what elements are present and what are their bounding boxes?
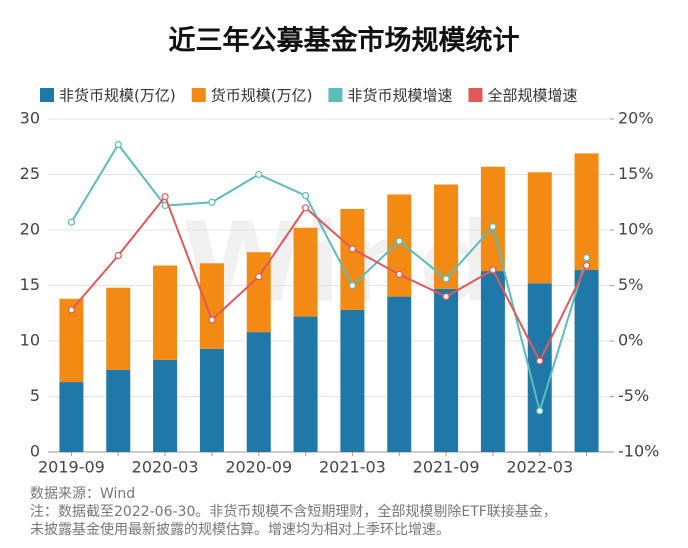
bar [574,269,599,452]
y-tick-label: 15 [20,275,40,294]
point [301,204,310,212]
y-tick-label: 25 [20,164,40,183]
y-tick-label: 0 [30,442,40,461]
point [208,198,216,206]
point [489,223,497,231]
point [67,218,76,226]
point [536,407,544,415]
y2-tick-label: 5% [618,275,643,294]
legend-label: 货币规模(万亿) [211,87,313,105]
bar [199,348,224,452]
bar [527,172,552,284]
y-tick-label: 10 [20,331,40,350]
y2-tick-label: 10% [618,220,654,239]
point [395,237,403,245]
y2-tick-label: 0% [618,331,643,350]
legend-label: 非货币规模增速 [347,87,452,105]
x-tick-label: 2020-09 [225,458,292,477]
bar [106,369,131,452]
bar [106,287,131,370]
point [536,357,544,365]
legend-swatch [328,88,343,102]
bar [387,296,412,452]
y2-tick-label: -10% [618,442,659,461]
point [348,245,357,253]
point [255,273,263,281]
bar [387,194,412,297]
line [70,142,588,415]
x-tick-label: 2019-09 [38,458,105,477]
y-tick-label: 20 [20,220,40,239]
note: 注：数据截至2022-06-30。非货币规模不含短期理财，全部规模剔除ETF联接… [30,503,557,520]
bar [434,288,459,452]
point [255,170,263,179]
bar [574,153,599,270]
x-tick-label: 2021-09 [413,458,480,477]
point [582,261,591,270]
bar [153,265,178,360]
x-tick-label: 2022-03 [506,458,573,477]
point [114,251,122,260]
legend-label: 全部规模增速 [487,87,577,105]
bar [527,283,552,452]
y2-tick-label: -5% [618,386,649,405]
point [348,281,357,290]
point [208,316,216,324]
point [114,140,122,149]
bar [480,166,505,272]
chart-title: 近三年公募基金市场规模统计 [169,25,520,57]
bar [199,263,224,349]
point [442,293,450,301]
note: 未披露基金使用最新披露的规模估算。增速均为相对上季环比增速。 [30,521,450,538]
point [395,270,403,278]
point [67,306,76,314]
bar [153,359,178,452]
y2-tick-label: 15% [618,164,654,183]
bar [480,271,505,452]
legend-swatch [40,88,54,102]
bar [293,316,318,452]
bar [246,332,271,452]
point [582,254,591,262]
point [489,266,497,274]
x-tick-label: 2021-03 [319,458,386,477]
bar [293,227,318,317]
legend-swatch [191,88,206,102]
y-tick-label: 5 [30,386,40,405]
point [442,275,450,283]
y2-tick-label: 20% [618,109,654,128]
x-tick-label: 2020-03 [132,458,199,477]
source: 数据来源：Wind [30,486,135,502]
line [70,194,588,364]
legend-label: 非货币规模(万亿) [59,87,176,105]
point [161,193,169,201]
point [301,191,310,200]
legend-swatch [468,88,483,102]
y-tick-label: 30 [20,109,40,128]
bar [340,208,365,310]
bar [59,382,84,452]
bar [340,309,365,452]
